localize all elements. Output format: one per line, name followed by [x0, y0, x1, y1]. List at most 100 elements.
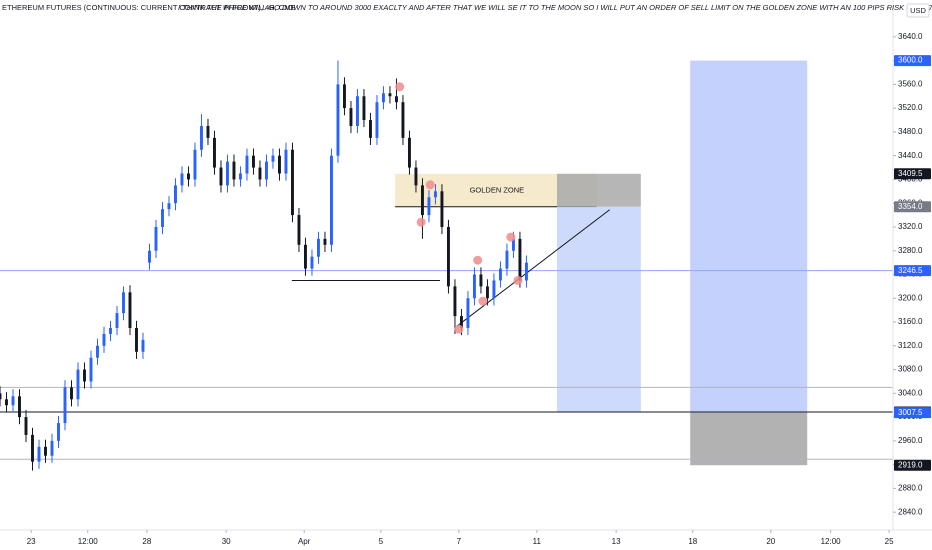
x-tick-label: 5 — [379, 537, 384, 546]
candle-body — [37, 446, 41, 462]
candle-body — [18, 396, 21, 418]
candle-body — [323, 238, 327, 245]
candle-body — [433, 191, 437, 198]
candle-body — [381, 93, 385, 103]
candle-body — [193, 149, 197, 180]
candle-body — [505, 250, 509, 269]
candle-body — [174, 185, 177, 204]
price-label: 3354.0 — [898, 202, 923, 211]
candle-body — [226, 161, 229, 186]
candle-body — [213, 137, 216, 168]
price-label: 3246.5 — [898, 266, 923, 275]
chart-title: ETHEREUM FUTURES (CONTINUOUS: CURRENT CO… — [2, 3, 295, 12]
candle-body — [115, 313, 119, 328]
candle-body — [258, 167, 262, 180]
zone-label: GOLDEN ZONE — [470, 185, 525, 194]
price-label-box — [894, 407, 931, 419]
x-tick-label: 11 — [533, 537, 542, 546]
candle-body — [479, 274, 483, 287]
candle-body — [401, 102, 405, 138]
candle-body — [102, 333, 106, 346]
candle-body — [271, 155, 275, 162]
candle-body — [349, 108, 353, 126]
candle-body — [187, 173, 190, 180]
candle-body — [148, 250, 151, 263]
candle-body — [109, 327, 112, 334]
x-tick-label: 18 — [688, 537, 697, 546]
y-tick-label: 3160.0 — [898, 317, 923, 326]
candle-body — [466, 298, 470, 328]
zone — [556, 206, 641, 413]
price-label-box — [894, 55, 931, 67]
price-label-box — [894, 459, 931, 471]
candle-body — [492, 280, 496, 299]
price-label: 2919.0 — [898, 460, 923, 469]
marker — [473, 255, 483, 265]
y-tick-label: 3200.0 — [898, 293, 923, 302]
y-tick-label: 3480.0 — [898, 127, 923, 136]
x-tick-label: 28 — [142, 537, 151, 546]
candle-body — [135, 327, 138, 352]
candle-body — [70, 387, 73, 400]
candle-body — [355, 96, 359, 126]
x-tick-label: 20 — [766, 537, 775, 546]
price-label: 3600.0 — [898, 56, 923, 65]
candle-body — [122, 292, 125, 314]
candle-body — [394, 96, 398, 103]
candle-body — [297, 215, 301, 245]
candle-body — [511, 238, 515, 251]
candle-body — [414, 167, 418, 186]
price-label: 3007.5 — [898, 408, 923, 417]
candle-body — [180, 173, 184, 186]
x-tick-label: 12:00 — [821, 537, 842, 546]
currency[interactable]: USD — [910, 6, 926, 15]
zone — [690, 412, 808, 466]
candle-body — [232, 161, 236, 180]
candle-body — [24, 417, 28, 435]
marker — [454, 324, 464, 334]
candle-body — [200, 125, 203, 150]
candle-body — [472, 274, 476, 299]
candle-body — [128, 292, 132, 328]
y-tick-label: 3520.0 — [898, 103, 923, 112]
marker — [416, 217, 426, 227]
candle-body — [407, 137, 411, 168]
y-tick-label: 3440.0 — [898, 151, 923, 160]
candle-body — [310, 256, 314, 269]
candle-body — [31, 434, 34, 462]
candle-body — [57, 423, 60, 441]
candle-body — [161, 209, 164, 227]
candle-body — [446, 226, 450, 287]
candle-body — [342, 84, 346, 109]
y-tick-label: 2960.0 — [898, 436, 923, 445]
candle-body — [375, 102, 379, 138]
candle-body — [388, 93, 392, 97]
annotation: I THINK THE PRICE WILL GO DOWN TO AROUND… — [178, 3, 932, 12]
price-label-box — [894, 265, 931, 277]
candle-body — [5, 399, 8, 406]
y-tick-label: 3040.0 — [898, 388, 923, 397]
candle-body — [368, 120, 372, 138]
x-tick-label: Apr — [298, 537, 311, 546]
candle-body — [0, 393, 2, 400]
candle-body — [265, 161, 268, 180]
candle-body — [44, 446, 47, 456]
candle-body — [89, 357, 93, 382]
y-tick-label: 2880.0 — [898, 484, 923, 493]
candle-body — [219, 167, 223, 186]
candle-body — [11, 396, 15, 406]
zone — [556, 173, 641, 207]
y-tick-label: 2840.0 — [898, 507, 923, 516]
x-tick-label: 12:00 — [78, 537, 99, 546]
price-label-box — [894, 201, 931, 213]
zone — [690, 60, 808, 413]
candle-body — [453, 286, 457, 317]
currency-box[interactable] — [906, 3, 930, 18]
candle-body — [96, 345, 99, 358]
candle-body — [427, 197, 431, 216]
candle-body — [63, 387, 67, 424]
candle-body — [498, 268, 502, 281]
candle-body — [330, 155, 333, 245]
candle-body — [206, 125, 210, 138]
